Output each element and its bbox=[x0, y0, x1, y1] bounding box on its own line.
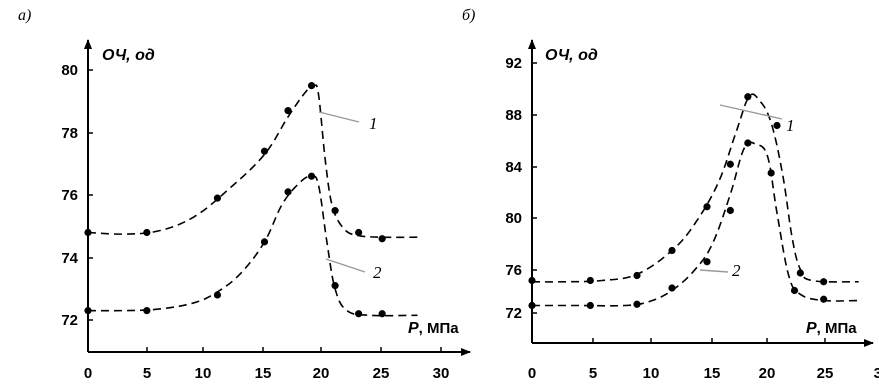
x-tick-label: 25 bbox=[373, 365, 390, 382]
data-point bbox=[260, 147, 269, 155]
series-label-leader bbox=[719, 104, 783, 120]
series-label: 1 bbox=[786, 116, 795, 135]
x-tick-label: 5 bbox=[589, 365, 597, 382]
data-point bbox=[355, 310, 363, 318]
series-label-leader bbox=[325, 258, 366, 273]
series-line bbox=[531, 93, 859, 283]
series-label: 2 bbox=[732, 261, 741, 280]
series-label: 2 bbox=[373, 263, 382, 282]
data-point bbox=[307, 172, 316, 180]
y-tick-label: 80 bbox=[61, 62, 78, 79]
data-point bbox=[633, 271, 641, 280]
data-point bbox=[260, 238, 269, 246]
data-point bbox=[143, 307, 151, 315]
y-tick-label: 74 bbox=[61, 250, 78, 267]
data-point bbox=[586, 276, 594, 285]
data-point bbox=[284, 188, 292, 196]
chart-panel-a: а) 0 5 10 15 20 25 30 72 74 76 78 80 ОЧ, од P, МПа 1 2 bbox=[18, 7, 471, 382]
x-axis-label: P, МПа bbox=[806, 320, 857, 337]
y-axis-label: ОЧ, од bbox=[545, 47, 598, 64]
data-point bbox=[213, 194, 222, 202]
x-tick-label: 10 bbox=[643, 365, 660, 382]
y-tick-label: 76 bbox=[505, 262, 522, 279]
x-tick-label: 30 bbox=[874, 365, 879, 382]
data-point bbox=[744, 93, 752, 101]
data-point bbox=[820, 278, 828, 286]
data-point bbox=[355, 228, 363, 237]
data-point bbox=[84, 228, 92, 237]
data-point bbox=[767, 169, 775, 177]
series-2: 2 bbox=[528, 139, 859, 310]
y-axis-label: ОЧ, од bbox=[102, 47, 155, 64]
x-tick-label: 20 bbox=[313, 365, 330, 382]
x-tick-label: 25 bbox=[817, 365, 834, 382]
x-tick-label: 0 bbox=[528, 365, 536, 382]
y-tick-label: 88 bbox=[505, 107, 522, 124]
data-point bbox=[820, 295, 828, 303]
y-tick-label: 72 bbox=[505, 305, 522, 322]
data-point bbox=[633, 300, 641, 308]
data-point bbox=[773, 121, 781, 130]
data-point bbox=[703, 203, 711, 211]
data-point bbox=[378, 310, 386, 318]
y-tick-label: 72 bbox=[61, 312, 78, 329]
data-point bbox=[307, 82, 316, 90]
data-point bbox=[284, 107, 292, 115]
x-axis-label-var: P bbox=[806, 320, 817, 337]
data-point bbox=[744, 139, 752, 147]
y-axis-label-var: ОЧ bbox=[102, 47, 127, 64]
x-axis-label: P, МПа bbox=[408, 320, 459, 337]
panel-tag: а) bbox=[18, 7, 31, 24]
x-axis-label-unit: , МПа bbox=[817, 320, 858, 337]
panel-tag: б) bbox=[462, 7, 475, 24]
series-line bbox=[87, 175, 418, 317]
series-label: 1 bbox=[369, 114, 378, 133]
data-point bbox=[668, 284, 676, 292]
y-tick-label: 76 bbox=[61, 187, 78, 204]
y-axis-label-unit: , од bbox=[125, 47, 155, 64]
series-2: 2 bbox=[84, 172, 418, 318]
series-label-leader bbox=[318, 111, 360, 123]
data-point bbox=[703, 258, 711, 266]
data-point bbox=[796, 269, 804, 277]
data-point bbox=[213, 291, 222, 299]
x-axis-label-unit: , МПа bbox=[419, 320, 460, 337]
y-tick-label: 78 bbox=[61, 125, 78, 142]
y-axis-label-var: ОЧ bbox=[545, 47, 570, 64]
data-point bbox=[378, 235, 386, 243]
series-label-leader bbox=[699, 269, 729, 273]
data-point bbox=[726, 160, 734, 168]
x-axis-label-var: P bbox=[408, 320, 419, 337]
y-tick-label: 80 bbox=[505, 210, 522, 227]
data-point bbox=[331, 207, 339, 215]
series-1: 1 bbox=[84, 82, 418, 243]
chart-panel-b: б) 0 5 10 15 20 25 30 72 76 80 84 88 92 ОЧ, од P, МПа 1 2 bbox=[462, 7, 879, 382]
data-point bbox=[668, 246, 676, 255]
x-tick-label: 15 bbox=[255, 365, 272, 382]
y-tick-label: 84 bbox=[505, 159, 522, 176]
data-point bbox=[84, 307, 92, 315]
data-point bbox=[528, 276, 536, 285]
data-point bbox=[586, 301, 594, 310]
series-line bbox=[87, 84, 418, 239]
data-point bbox=[528, 301, 536, 310]
data-point bbox=[331, 282, 339, 290]
x-tick-label: 0 bbox=[84, 365, 92, 382]
y-tick-label: 92 bbox=[505, 55, 522, 72]
data-point bbox=[143, 228, 151, 237]
x-tick-label: 5 bbox=[143, 365, 151, 382]
x-tick-label: 10 bbox=[195, 365, 212, 382]
series-1: 1 bbox=[528, 93, 859, 286]
y-axis-label-unit: , од bbox=[568, 47, 598, 64]
data-point bbox=[790, 286, 799, 295]
data-point bbox=[726, 206, 734, 215]
x-tick-label: 30 bbox=[433, 365, 450, 382]
x-tick-label: 20 bbox=[759, 365, 776, 382]
x-tick-label: 15 bbox=[704, 365, 721, 382]
